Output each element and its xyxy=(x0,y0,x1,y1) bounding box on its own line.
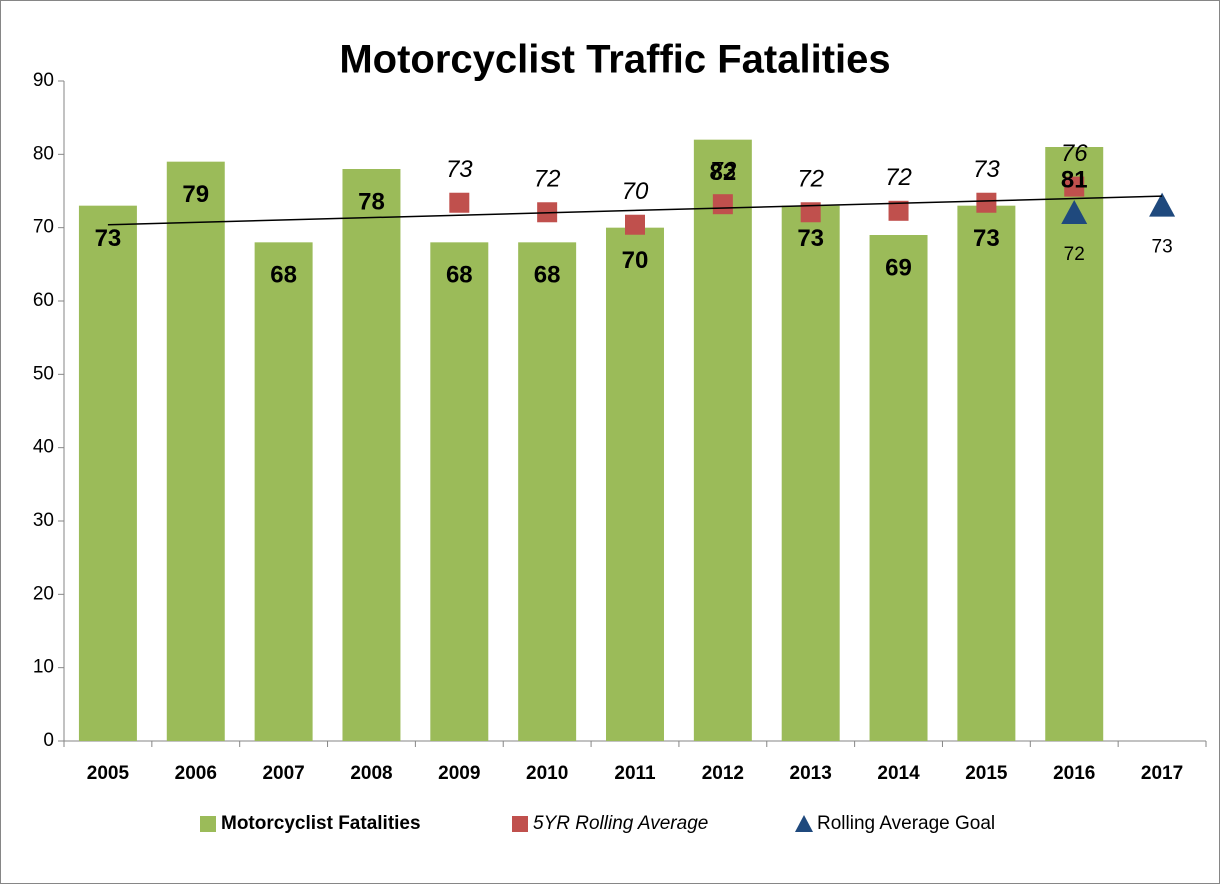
legend-swatch xyxy=(200,816,216,832)
trendline xyxy=(107,195,1163,226)
bar-label: 73 xyxy=(95,225,122,252)
bar xyxy=(869,235,928,741)
bar xyxy=(957,205,1016,741)
bar-label: 68 xyxy=(270,262,297,289)
square-marker xyxy=(449,192,470,213)
x-tick-label: 2012 xyxy=(702,763,744,784)
bar-label: 73 xyxy=(797,225,824,252)
bar xyxy=(430,242,489,742)
x-tick-label: 2006 xyxy=(175,763,217,784)
y-tick-label: 90 xyxy=(33,70,54,91)
triangle-marker xyxy=(1149,192,1176,217)
y-tick-label: 20 xyxy=(33,583,54,604)
point-label: 72 xyxy=(797,166,824,193)
bar xyxy=(1045,147,1104,741)
bar-label: 69 xyxy=(885,254,912,281)
bar-label: 82 xyxy=(709,159,736,186)
y-tick-label: 70 xyxy=(33,217,54,238)
y-tick-label: 50 xyxy=(33,363,54,384)
x-tick-label: 2010 xyxy=(526,763,568,784)
point-label: 73 xyxy=(446,156,473,183)
legend-label: Motorcyclist Fatalities xyxy=(221,813,421,834)
bar xyxy=(518,242,577,742)
x-tick-label: 2007 xyxy=(262,763,304,784)
x-tick-label: 2016 xyxy=(1053,763,1095,784)
bar-label: 78 xyxy=(358,188,385,215)
y-tick-label: 60 xyxy=(33,290,54,311)
x-tick-label: 2011 xyxy=(614,763,656,784)
point-label: 76 xyxy=(1061,140,1088,167)
bar xyxy=(254,242,313,742)
chart-title: Motorcyclist Traffic Fatalities xyxy=(339,38,890,82)
bar-label: 81 xyxy=(1061,166,1088,193)
point-label: 72 xyxy=(1064,244,1085,265)
bar-label: 68 xyxy=(446,262,473,289)
square-marker xyxy=(1064,176,1085,197)
x-tick-label: 2013 xyxy=(790,763,832,784)
y-tick-label: 30 xyxy=(33,510,54,531)
legend-label: 5YR Rolling Average xyxy=(533,813,708,834)
square-marker xyxy=(712,194,733,215)
point-label: 72 xyxy=(534,166,561,193)
y-tick-label: 10 xyxy=(33,657,54,678)
y-tick-label: 0 xyxy=(43,730,54,751)
legend-swatch xyxy=(795,815,813,832)
point-label: 70 xyxy=(622,178,649,205)
bar xyxy=(693,139,752,741)
bar-label: 79 xyxy=(182,181,209,208)
x-tick-label: 2017 xyxy=(1141,763,1183,784)
square-marker xyxy=(625,214,645,235)
legend-swatch xyxy=(512,816,528,832)
point-label: 72 xyxy=(885,164,912,191)
x-tick-label: 2015 xyxy=(965,763,1008,784)
bar xyxy=(342,169,401,741)
point-label: 73 xyxy=(1152,237,1173,258)
bar xyxy=(606,227,664,741)
square-marker xyxy=(888,200,909,221)
x-tick-label: 2009 xyxy=(438,763,480,784)
bar xyxy=(781,205,840,741)
square-marker xyxy=(976,192,997,213)
y-tick-label: 40 xyxy=(33,437,54,458)
bar-label: 68 xyxy=(534,262,561,289)
y-tick-label: 80 xyxy=(33,143,54,164)
point-label: 73 xyxy=(973,156,1000,183)
bar-label: 73 xyxy=(973,225,1000,252)
square-marker xyxy=(800,202,821,223)
legend-label: Rolling Average Goal xyxy=(817,813,995,834)
bar xyxy=(78,205,137,741)
bar xyxy=(166,161,225,741)
x-tick-label: 2008 xyxy=(350,763,392,784)
triangle-marker xyxy=(1061,200,1088,224)
point-label: 73 xyxy=(709,158,736,185)
bar-label: 70 xyxy=(622,247,649,274)
x-tick-label: 2014 xyxy=(877,763,920,784)
x-tick-label: 2005 xyxy=(87,763,130,784)
